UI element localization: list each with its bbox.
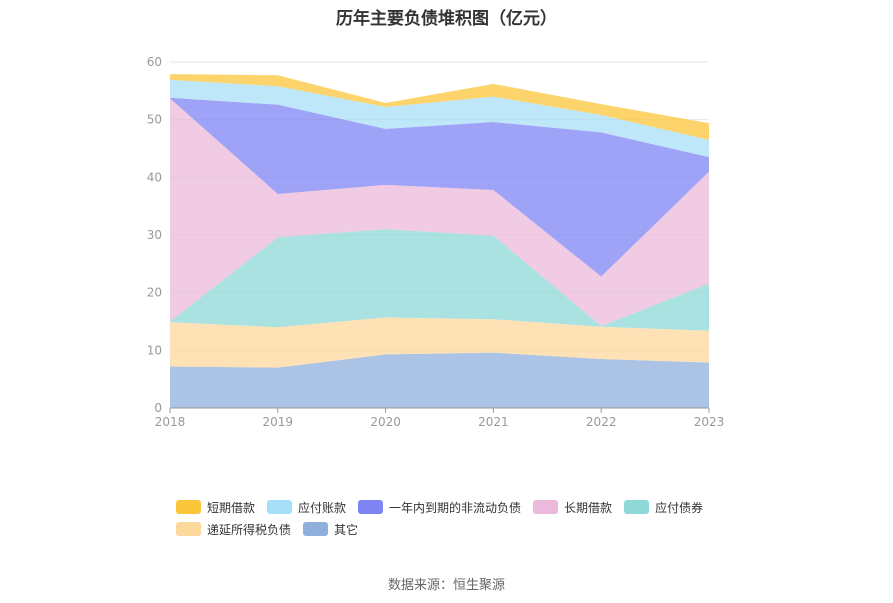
- x-tick-label: 2021: [478, 415, 509, 429]
- legend-label: 应付债券: [655, 500, 704, 515]
- legend-label: 长期借款: [564, 500, 613, 515]
- legend-item[interactable]: 应付债券: [624, 496, 703, 518]
- x-tick-label: 2018: [155, 415, 186, 429]
- legend-label: 应付账款: [298, 500, 347, 515]
- y-tick-label: 0: [154, 401, 162, 415]
- area-series-4: [170, 97, 709, 277]
- legend-item[interactable]: 应付账款: [267, 496, 346, 518]
- x-tick-label: 2019: [263, 415, 294, 429]
- legend-swatch: [303, 522, 329, 536]
- legend-label: 短期借款: [207, 500, 256, 515]
- legend-swatch: [358, 500, 384, 514]
- y-tick-label: 10: [147, 343, 162, 357]
- legend-swatch: [267, 500, 293, 514]
- legend-label: 递延所得税负债: [207, 522, 292, 537]
- legend-swatch: [624, 500, 650, 514]
- y-tick-label: 30: [147, 228, 162, 242]
- area-series-5: [170, 79, 709, 158]
- legend: 短期借款 应付账款 一年内到期的非流动负债 长期借款 应付债券递延所得税负债 其它: [176, 496, 736, 540]
- legend-swatch: [533, 500, 559, 514]
- x-tick-label: 2022: [586, 415, 617, 429]
- legend-label: 一年内到期的非流动负债: [389, 500, 522, 515]
- legend-item[interactable]: 一年内到期的非流动负债: [358, 496, 521, 518]
- legend-swatch: [176, 500, 201, 514]
- axis-layer: 0 10 20 30 40 50 60 2018 2019 2020 2021 2022 2023: [147, 55, 725, 429]
- source-note: 数据来源：恒生聚源: [387, 578, 505, 593]
- y-tick-label: 60: [147, 55, 162, 69]
- area-series-6: [170, 74, 709, 140]
- legend-item[interactable]: 其它: [303, 518, 358, 540]
- legend-label: 其它: [334, 522, 359, 537]
- area-series-2: [170, 229, 709, 331]
- y-tick-label: 20: [147, 286, 162, 300]
- y-tick-label: 40: [147, 170, 162, 184]
- area-series-3: [170, 98, 709, 327]
- chart-title: 历年主要负债堆积图（亿元）: [336, 9, 557, 29]
- legend-item[interactable]: 递延所得税负债: [176, 518, 291, 540]
- y-tick-label: 50: [147, 113, 162, 127]
- x-tick-label: 2023: [694, 415, 725, 429]
- x-tick-label: 2020: [370, 415, 401, 429]
- area-series-1: [170, 317, 709, 368]
- area-series-0: [170, 352, 709, 408]
- legend-swatch: [176, 522, 201, 536]
- legend-item[interactable]: 长期借款: [533, 496, 612, 518]
- area-layer: [170, 74, 709, 408]
- legend-item[interactable]: 短期借款: [176, 496, 255, 518]
